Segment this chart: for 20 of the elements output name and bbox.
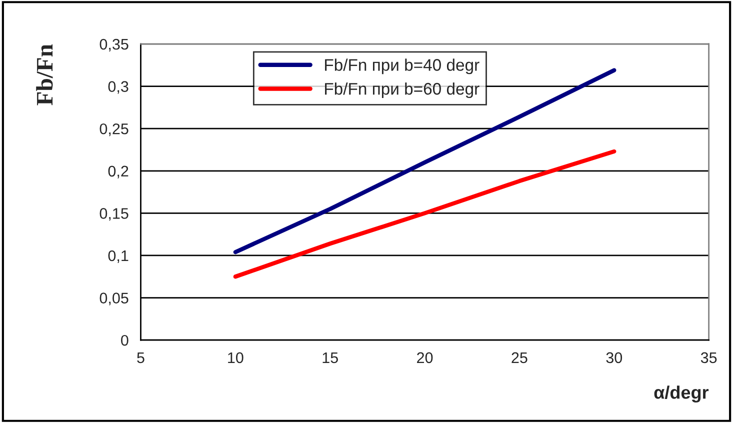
y-tick-label: 0,2 (108, 166, 128, 178)
legend-label: Fb/Fn при b=40 degr (325, 58, 480, 74)
y-tick-label: 0,15 (100, 208, 128, 221)
x-axis-title: α/degr (654, 386, 709, 402)
x-tick-label: 35 (700, 352, 717, 364)
y-tick-label: 0,05 (100, 292, 128, 306)
x-tick-label: 15 (322, 352, 338, 364)
line-series (233, 149, 616, 279)
y-tick-label: 0,1 (108, 250, 128, 263)
x-tick-label: 30 (606, 352, 622, 364)
y-tick-label: 0,3 (108, 81, 128, 94)
x-tick-label: 25 (512, 352, 528, 364)
y-axis-title: Fb/Fn (36, 44, 53, 106)
y-tick-label: 0,25 (100, 123, 128, 136)
x-tick-label: 20 (417, 352, 433, 364)
legend-label: Fb/Fn при b=60 degr (325, 82, 480, 98)
x-tick-label: 5 (137, 352, 144, 364)
y-tick-label: 0,35 (100, 38, 128, 52)
x-tick-label: 10 (228, 352, 244, 364)
y-tick-label: 0 (121, 334, 128, 346)
